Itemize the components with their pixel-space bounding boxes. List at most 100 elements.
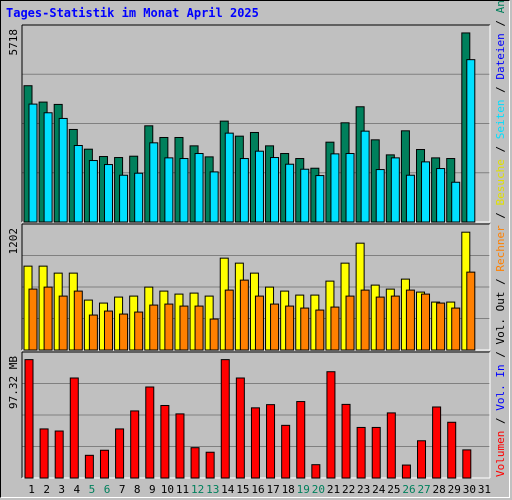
day-label: 12 [191, 483, 204, 496]
legend-vol-in: Vol. In [494, 364, 507, 410]
day-label: 7 [119, 483, 126, 496]
seiten-bar [209, 171, 219, 223]
volumen-bar [447, 421, 457, 479]
volumen-bar [220, 359, 230, 479]
rechner-bar [285, 305, 295, 351]
seiten-bar [330, 153, 340, 223]
rechner-bar [330, 306, 340, 351]
rechner-bar [28, 288, 38, 351]
day-label: 22 [342, 483, 355, 496]
volumen-bar [250, 407, 260, 479]
seiten-bar [421, 161, 431, 223]
volumen-bar [311, 464, 321, 479]
rechner-bar [209, 318, 219, 351]
day-label: 26 [402, 483, 415, 496]
volumen-bar [296, 401, 306, 479]
rechner-bar [164, 303, 174, 351]
rechner-bar [58, 295, 68, 351]
day-label: 17 [266, 483, 279, 496]
rechner-bar [103, 310, 113, 351]
seiten-bar [254, 150, 264, 223]
volumen-bar [99, 449, 109, 479]
rechner-bar [436, 302, 446, 351]
day-label: 25 [387, 483, 400, 496]
volumen-bar [356, 426, 366, 479]
volumen-bar [401, 464, 411, 479]
seiten-bar [466, 59, 476, 223]
seiten-bar [405, 174, 415, 223]
seiten-bar [315, 175, 325, 223]
seiten-bar [28, 103, 38, 223]
day-label: 2 [43, 483, 50, 496]
rechner-bar [88, 314, 98, 351]
rechner-bar [315, 309, 325, 351]
volumen-bar [432, 406, 442, 479]
visits-y-max-label: 1202 [7, 228, 20, 255]
day-label: 30 [463, 483, 476, 496]
day-label: 23 [357, 483, 370, 496]
volumen-bar [160, 404, 170, 479]
day-label: 13 [206, 483, 219, 496]
day-label: 6 [104, 483, 111, 496]
day-label: 8 [134, 483, 141, 496]
rechner-bar [466, 271, 476, 351]
rechner-bar [390, 295, 400, 351]
day-label: 19 [297, 483, 310, 496]
rechner-bar [345, 295, 355, 351]
day-label: 24 [372, 483, 386, 496]
seiten-bar [43, 112, 53, 223]
seiten-bar [345, 153, 355, 223]
day-label: 16 [251, 483, 264, 496]
volumen-bar [69, 377, 79, 479]
legend-vol-out: Vol. Out [494, 292, 507, 345]
day-label: 14 [221, 483, 235, 496]
volumen-bar [130, 410, 140, 479]
seiten-bar [300, 168, 310, 223]
seiten-bar [149, 142, 159, 223]
volumen-bar [205, 451, 215, 479]
day-label: 10 [161, 483, 174, 496]
seiten-bar [451, 181, 461, 223]
seiten-bar [270, 157, 280, 223]
legend-anfragen: Anfragen [494, 0, 507, 13]
seiten-bar [375, 169, 385, 223]
rechner-bar [300, 307, 310, 351]
seiten-bar [73, 145, 83, 223]
visits-panel [21, 223, 491, 351]
seiten-bar [436, 168, 446, 223]
day-label: 4 [74, 483, 81, 496]
volumen-bar [326, 371, 336, 479]
seiten-bar [360, 130, 370, 223]
legend-dateien: Dateien [494, 33, 507, 79]
day-label: 5 [89, 483, 96, 496]
seiten-bar [119, 174, 129, 223]
seiten-bar [88, 160, 98, 223]
volume-y-max-label: 97.32 MB [7, 356, 20, 409]
seiten-bar [194, 153, 204, 223]
day-label: 11 [176, 483, 189, 496]
rechner-bar [224, 289, 234, 351]
seiten-bar [179, 158, 189, 223]
rechner-bar [254, 295, 264, 351]
seiten-bar [285, 163, 295, 223]
rechner-bar [119, 313, 129, 351]
day-label: 21 [327, 483, 340, 496]
seiten-bar [239, 158, 249, 223]
volumen-bar [39, 428, 49, 479]
volumen-bar [115, 428, 125, 479]
rechner-bar [194, 305, 204, 351]
seiten-bar [58, 117, 68, 223]
rechner-bar [270, 303, 280, 351]
rechner-bar [134, 311, 144, 351]
volumen-bar [24, 359, 34, 479]
volumen-bar [281, 424, 291, 479]
rechner-bar [405, 289, 415, 351]
day-label: 28 [433, 483, 446, 496]
hits-y-max-label: 5718 [7, 29, 20, 56]
chart-title: Tages-Statistik im Monat April 2025 [6, 6, 259, 20]
legend-volumen: Volumen [494, 431, 507, 477]
rechner-bar [239, 279, 249, 351]
rechner-bar [360, 289, 370, 351]
